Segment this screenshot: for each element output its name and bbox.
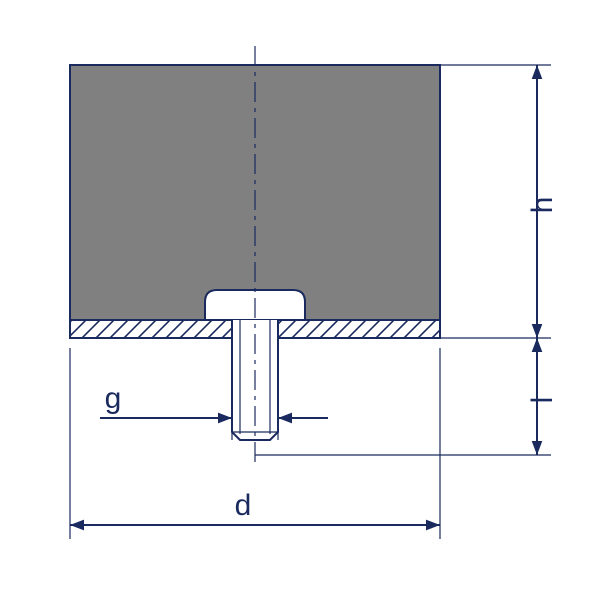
dimension-label: l	[526, 397, 559, 404]
dimension-arrow	[218, 413, 232, 424]
dimension-arrow	[532, 338, 543, 352]
base-plate-left	[70, 320, 232, 338]
dimension-label: h	[526, 197, 559, 214]
dimension-arrow	[532, 324, 543, 338]
dimension-arrow	[70, 520, 84, 531]
base-plate-right	[278, 320, 440, 338]
dimension-label: d	[235, 489, 252, 522]
dimension-arrow	[532, 65, 543, 79]
technical-drawing: d g h l	[0, 0, 600, 600]
dimension-label: g	[105, 382, 122, 415]
dimension-arrow	[426, 520, 440, 531]
dimension-arrow	[532, 441, 543, 455]
dimension-arrow	[278, 413, 292, 424]
